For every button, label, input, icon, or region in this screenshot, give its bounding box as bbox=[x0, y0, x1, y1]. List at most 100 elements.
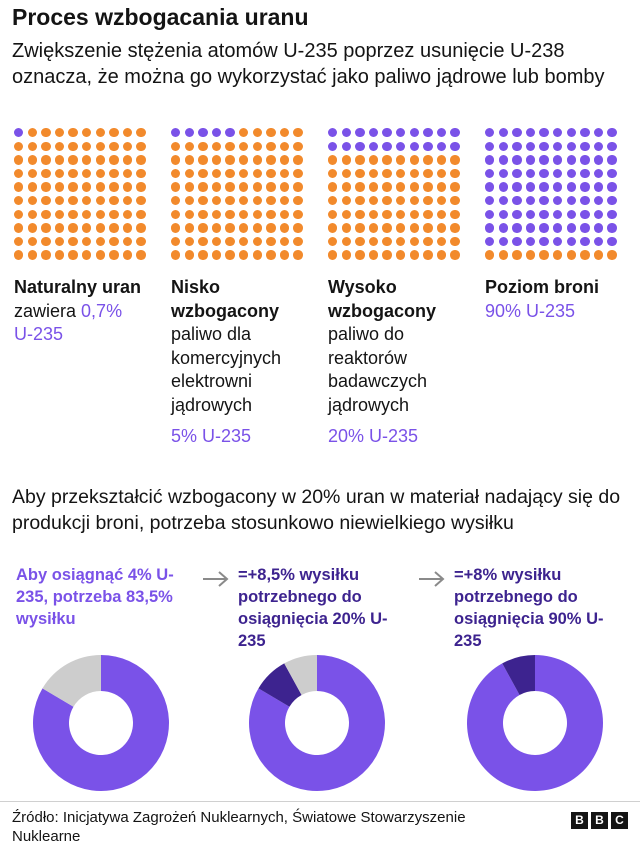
u235-dot bbox=[566, 128, 576, 138]
step-label-2: =+8,5% wysiłku potrzebnego do osiągnięci… bbox=[238, 566, 388, 650]
u235-dot bbox=[553, 155, 563, 165]
u238-dot bbox=[252, 168, 262, 179]
u238-dot bbox=[279, 250, 290, 260]
u235-dot bbox=[566, 155, 576, 165]
u238-dot bbox=[436, 155, 447, 165]
u238-dot bbox=[171, 223, 181, 233]
u238-dot bbox=[423, 155, 433, 165]
u235-dot bbox=[485, 141, 495, 151]
u238-dot bbox=[27, 168, 37, 179]
u238-dot bbox=[54, 250, 65, 260]
u238-dot bbox=[239, 209, 249, 219]
u238-dot bbox=[136, 128, 146, 138]
u238-dot bbox=[368, 236, 379, 247]
u238-dot bbox=[95, 236, 105, 247]
u238-dot bbox=[184, 236, 194, 247]
u235-dot bbox=[607, 128, 617, 138]
u238-dot bbox=[68, 250, 78, 260]
logo-letter: C bbox=[611, 812, 628, 829]
u235-dot bbox=[512, 236, 522, 247]
u238-dot bbox=[122, 141, 133, 151]
u238-dot bbox=[184, 182, 194, 192]
u235-dot bbox=[539, 168, 549, 179]
u238-dot bbox=[396, 209, 406, 219]
u238-dot bbox=[382, 196, 392, 206]
u238-dot bbox=[293, 141, 303, 151]
u238-dot bbox=[436, 168, 447, 179]
u235-dot bbox=[525, 128, 536, 138]
u238-dot bbox=[266, 155, 276, 165]
u238-dot bbox=[211, 182, 222, 192]
u238-dot bbox=[82, 155, 92, 165]
u238-dot bbox=[450, 182, 460, 192]
u238-dot bbox=[239, 236, 249, 247]
u235-dot bbox=[566, 223, 576, 233]
u238-dot bbox=[279, 223, 290, 233]
u238-dot bbox=[82, 128, 92, 138]
u238-dot bbox=[266, 168, 276, 179]
u238-dot bbox=[41, 196, 51, 206]
u238-dot bbox=[14, 141, 24, 151]
u238-dot bbox=[184, 155, 194, 165]
u238-dot bbox=[109, 155, 119, 165]
u238-dot bbox=[436, 209, 447, 219]
u238-dot bbox=[279, 128, 290, 138]
u238-dot bbox=[54, 223, 65, 233]
u235-dot bbox=[512, 209, 522, 219]
u235-dot bbox=[580, 196, 590, 206]
u238-dot bbox=[409, 223, 419, 233]
u235-dot bbox=[498, 182, 508, 192]
u238-dot bbox=[95, 250, 105, 260]
u235-dot bbox=[593, 168, 604, 179]
u235-dot bbox=[396, 128, 406, 138]
u238-dot bbox=[68, 182, 78, 192]
u235-dot bbox=[566, 141, 576, 151]
u238-dot bbox=[355, 196, 365, 206]
u238-dot bbox=[95, 209, 105, 219]
u238-dot bbox=[341, 250, 351, 260]
u238-dot bbox=[239, 128, 249, 138]
u238-dot bbox=[252, 128, 262, 138]
u238-dot bbox=[450, 155, 460, 165]
u238-dot bbox=[184, 168, 194, 179]
u238-dot bbox=[328, 209, 338, 219]
u235-dot bbox=[328, 141, 338, 151]
u235-dot bbox=[539, 209, 549, 219]
waffle-natural-uranium bbox=[14, 128, 146, 260]
subtitle: Zwiększenie stężenia atomów U-235 poprze… bbox=[12, 40, 605, 88]
u238-dot bbox=[368, 168, 379, 179]
u238-dot bbox=[122, 196, 133, 206]
u238-dot bbox=[279, 141, 290, 151]
u238-dot bbox=[14, 196, 24, 206]
u238-dot bbox=[122, 168, 133, 179]
waffle-low-enriched bbox=[171, 128, 303, 260]
u235-dot bbox=[593, 141, 604, 151]
u238-dot bbox=[82, 141, 92, 151]
u238-dot bbox=[450, 196, 460, 206]
u238-dot bbox=[95, 223, 105, 233]
u238-dot bbox=[136, 236, 146, 247]
u238-dot bbox=[54, 236, 65, 247]
u238-dot bbox=[198, 141, 208, 151]
u235-dot bbox=[525, 155, 536, 165]
u238-dot bbox=[54, 168, 65, 179]
u235-dot bbox=[498, 141, 508, 151]
u238-dot bbox=[409, 196, 419, 206]
u235-dot bbox=[512, 196, 522, 206]
u238-dot bbox=[27, 128, 37, 138]
u238-dot bbox=[14, 168, 24, 179]
u238-dot bbox=[423, 236, 433, 247]
u238-dot bbox=[368, 250, 379, 260]
u238-dot bbox=[14, 155, 24, 165]
u238-dot bbox=[225, 236, 235, 247]
waffle-weapons-grade bbox=[485, 128, 617, 260]
u235-dot bbox=[580, 141, 590, 151]
caption-heading: Wysoko wzbogacony bbox=[328, 277, 437, 321]
u238-dot bbox=[54, 196, 65, 206]
u238-dot bbox=[27, 250, 37, 260]
u238-dot bbox=[225, 250, 235, 260]
u238-dot bbox=[266, 223, 276, 233]
u238-dot bbox=[607, 250, 617, 260]
u238-dot bbox=[122, 128, 133, 138]
u238-dot bbox=[54, 141, 65, 151]
